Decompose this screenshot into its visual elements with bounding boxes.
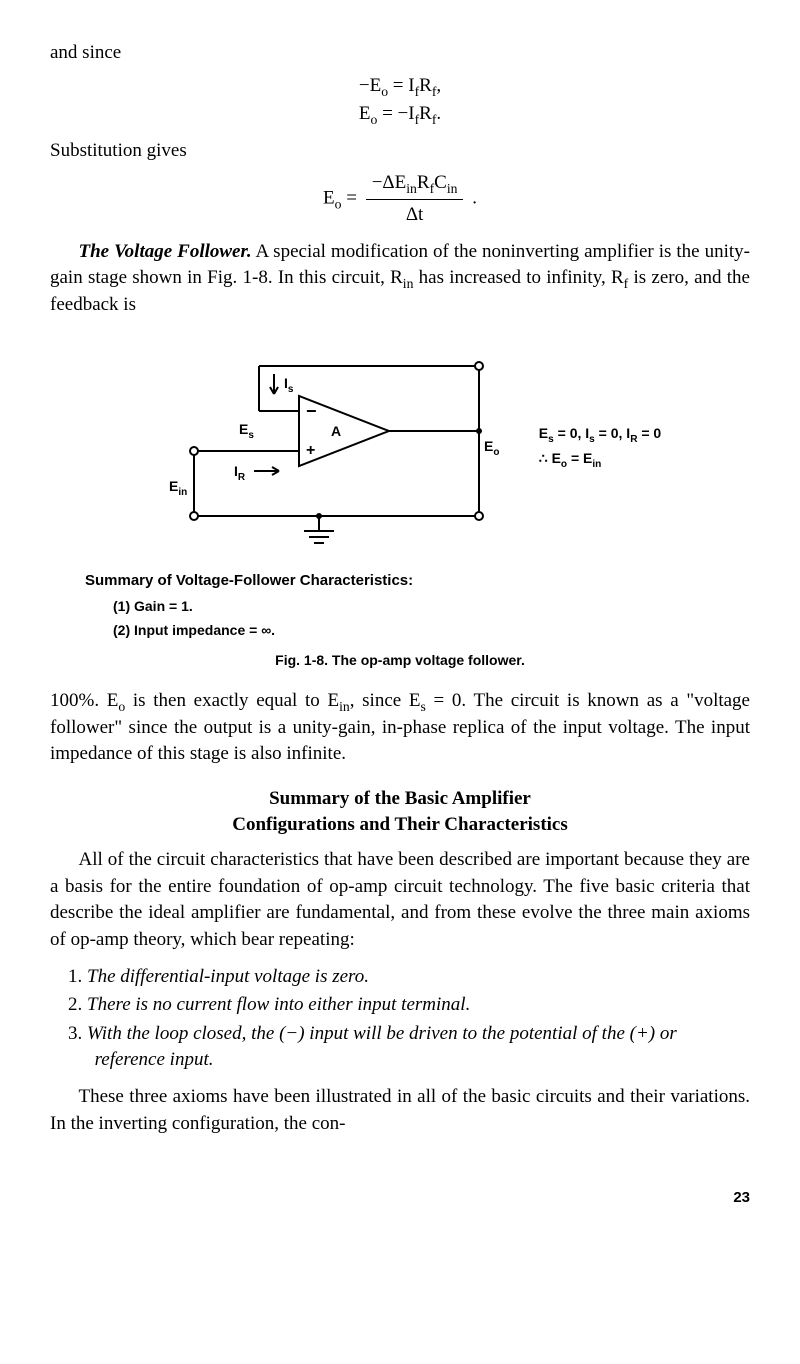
eq3-lhs: E (323, 188, 335, 209)
s2b: = E (567, 450, 592, 466)
axiom-1: 1. The differential-input voltage is zer… (68, 964, 750, 991)
lbl-Eo: E (484, 438, 493, 454)
eq3-num-b: R (417, 172, 430, 193)
section-heading: Summary of the Basic Amplifier Configura… (50, 786, 750, 837)
svg-text:Ein: Ein (169, 478, 187, 498)
axiom-list: 1. The differential-input voltage is zer… (68, 964, 750, 1074)
lbl-Es: E (239, 421, 248, 437)
eq2-end: . (436, 103, 441, 124)
p2b-sub: in (339, 699, 350, 714)
eq1-sub1: o (381, 83, 388, 98)
svg-text:IR: IR (234, 463, 246, 483)
lbl-IR-sub: R (238, 472, 246, 483)
s2bs: in (592, 459, 601, 470)
lbl-Eo-sub: o (493, 447, 499, 458)
vf-title: The Voltage Follower. (79, 241, 252, 262)
voltage-follower-circuit: Is Es A − + IR Ein Eo (139, 336, 499, 556)
eq2-mid: = −I (377, 103, 414, 124)
s2a: ∴ E (539, 450, 561, 466)
figure-caption: Fig. 1-8. The op-amp voltage follower. (50, 651, 750, 671)
summary-block: Summary of Voltage-Follower Characterist… (85, 570, 750, 640)
axiom-1-text: The differential-input voltage is zero. (87, 966, 369, 987)
section-head-line2: Configurations and Their Characteristics (50, 812, 750, 838)
s1d: = 0 (637, 425, 661, 441)
lead-and-since: and since (50, 40, 750, 67)
para-summary-intro: All of the circuit characteristics that … (50, 847, 750, 953)
eq3-fraction: −ΔEinRfCin Δt (366, 170, 464, 228)
figure-1-8: Is Es A − + IR Ein Eo Es = 0, Is = 0, IR… (50, 336, 750, 670)
eq3-eq: = (341, 188, 361, 209)
p2a: 100%. E (50, 690, 118, 711)
s1a: E (539, 425, 548, 441)
axiom-3: 3. With the loop closed, the (−) input w… (68, 1021, 750, 1074)
lbl-Ein-sub: in (178, 487, 187, 498)
eq3-num: −ΔEinRfCin (366, 170, 464, 200)
para-closing: These three axioms have been illustrated… (50, 1084, 750, 1137)
vf-b: has increased to infinity, R (413, 267, 623, 288)
s1b: = 0, I (554, 425, 589, 441)
eq3-num-a: −ΔE (372, 172, 407, 193)
equation-block-2: Eo = −ΔEinRfCin Δt . (50, 170, 750, 228)
summary-title: Summary of Voltage-Follower Characterist… (85, 570, 750, 591)
svg-text:Es: Es (239, 421, 254, 441)
axiom-3-text: With the loop closed, the (−) input will… (87, 1023, 677, 1071)
para-100pct: 100%. Eo is then exactly equal to Ein, s… (50, 688, 750, 768)
lbl-minus: − (306, 401, 317, 421)
svg-text:Eo: Eo (484, 438, 499, 458)
eq2-lhs: E (359, 103, 371, 124)
side-eq-2: ∴ Eo = Ein (539, 446, 661, 471)
eq1-r: R (419, 75, 432, 96)
voltage-follower-para: The Voltage Follower. A special modifica… (50, 239, 750, 319)
lbl-Ein: E (169, 478, 178, 494)
figure-side-equations: Es = 0, Is = 0, IR = 0 ∴ Eo = Ein (539, 421, 661, 471)
figure-row: Is Es A − + IR Ein Eo Es = 0, Is = 0, IR… (50, 336, 750, 556)
svg-text:Is: Is (284, 375, 294, 395)
lbl-Es-sub: s (248, 430, 254, 441)
section-head-line1: Summary of the Basic Amplifier (50, 786, 750, 812)
eq1-end: , (436, 75, 441, 96)
eq1-mid: = I (388, 75, 415, 96)
eq-line-1: −Eo = IfRf, (50, 73, 750, 100)
lead-substitution: Substitution gives (50, 138, 750, 165)
eq1-lhs: −E (359, 75, 381, 96)
equation-block-1: −Eo = IfRf, Eo = −IfRf. (50, 73, 750, 128)
lbl-A: A (331, 423, 341, 439)
p2c: , since E (350, 690, 421, 711)
eq2-r: R (419, 103, 432, 124)
p2b: is then exactly equal to E (125, 690, 339, 711)
eq-line-2: Eo = −IfRf. (50, 101, 750, 128)
axiom-2-text: There is no current flow into either inp… (87, 994, 470, 1015)
lbl-plus: + (306, 442, 315, 459)
axiom-2: 2. There is no current flow into either … (68, 992, 750, 1019)
eq3-num-c: C (434, 172, 447, 193)
page-number: 23 (50, 1187, 750, 1208)
eq3-end: . (467, 188, 477, 209)
s1c: = 0, I (595, 425, 630, 441)
summary-item-1: (1) Gain = 1. (113, 597, 750, 617)
lbl-Is-sub: s (288, 384, 294, 395)
eq3-den: Δt (366, 200, 464, 229)
eq3-num-sub1: in (406, 181, 417, 196)
vf-sub-in: in (403, 276, 414, 291)
side-eq-1: Es = 0, Is = 0, IR = 0 (539, 421, 661, 446)
summary-item-2: (2) Input impedance = ∞. (113, 621, 750, 641)
eq3-num-sub3: in (447, 181, 458, 196)
